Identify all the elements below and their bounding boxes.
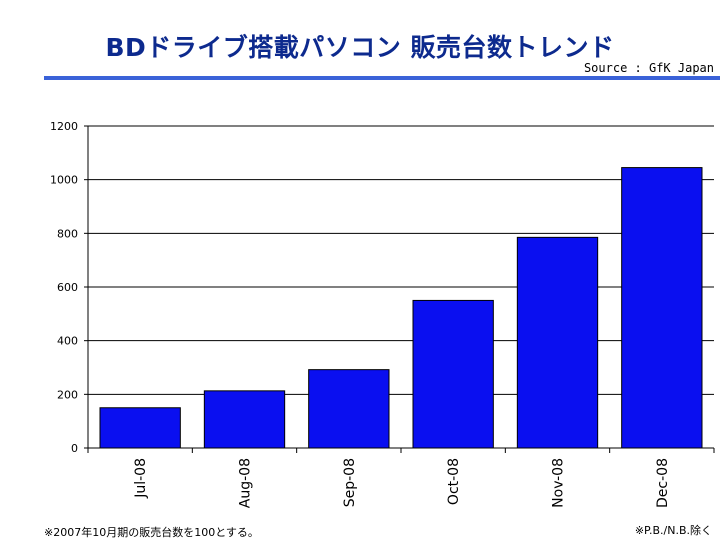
y-tick-label: 1000 (50, 174, 78, 187)
y-tick-label: 600 (57, 281, 78, 294)
bar (203, 390, 286, 449)
x-tick-label: Sep-08 (342, 458, 358, 507)
y-tick-label: 400 (57, 335, 78, 348)
footnote-baseline: ※2007年10月期の販売台数を100とする。 (44, 526, 259, 539)
footnote-exclusion: ※P.B./N.B.除く (634, 524, 712, 537)
bar (99, 407, 181, 449)
chart-title: BDドライブ搭載パソコン 販売台数トレンド (105, 33, 615, 62)
bar (516, 236, 599, 449)
x-tick-label: Jul-08 (133, 458, 149, 499)
x-tick-label: Aug-08 (238, 458, 254, 508)
x-tick-label: Oct-08 (446, 458, 462, 505)
bar (412, 299, 494, 449)
bar (308, 369, 390, 449)
bar (621, 167, 703, 449)
x-tick-label: Nov-08 (551, 458, 567, 508)
y-tick-label: 200 (57, 388, 78, 401)
source-label: Source : GfK Japan (583, 61, 714, 75)
title-underline (44, 76, 720, 80)
y-tick-label: 1200 (50, 120, 78, 133)
x-tick-label: Dec-08 (655, 458, 671, 508)
y-tick-label: 800 (57, 227, 78, 240)
y-tick-label: 0 (71, 442, 78, 455)
